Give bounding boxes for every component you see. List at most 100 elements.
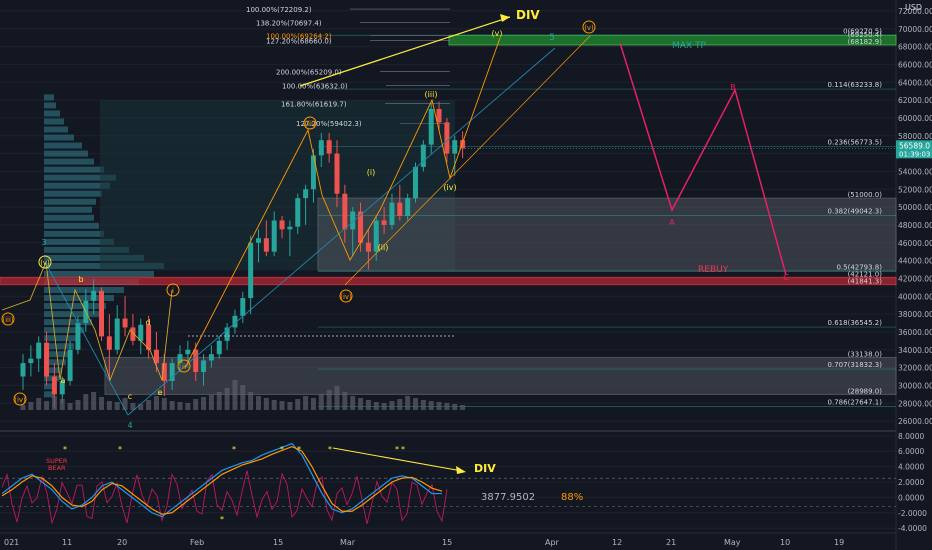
extension-label: 100.00%(63632.0) <box>282 83 348 91</box>
volume-bar <box>138 404 144 410</box>
volume-bar <box>161 398 167 410</box>
volume-bar <box>460 405 466 410</box>
volume-profile-bar <box>44 230 104 237</box>
volume-bar <box>177 402 183 410</box>
current-price-countdown: 01:39:03 <box>899 150 930 158</box>
indicator-tick-label: 2.0000 <box>898 478 924 487</box>
div-label: DIV <box>516 8 540 22</box>
time-tick-label: Feb <box>190 538 204 547</box>
volume-bar <box>389 401 395 410</box>
candle-body <box>36 342 42 359</box>
price-tick-label: 40000.00 <box>898 292 932 301</box>
price-tick-label: 72000.00 <box>898 7 932 16</box>
candle-body <box>201 360 207 373</box>
volume-profile-bar <box>44 102 56 109</box>
indicator-tick-label: 0.0000 <box>898 493 924 502</box>
volume-bar <box>271 400 277 410</box>
volume-bar <box>216 392 222 410</box>
price-tag-label: (33138.0) <box>848 350 883 358</box>
candle-body <box>177 354 183 364</box>
wave-label-ring <box>1 312 15 326</box>
wave-label-ring <box>166 283 180 297</box>
volume-bar <box>146 400 152 410</box>
price-tick-label: 60000.00 <box>898 114 932 123</box>
volume-bar <box>248 392 254 410</box>
candle-body <box>169 363 175 381</box>
volume-bar <box>75 400 81 410</box>
volume-profile-bar <box>44 182 110 189</box>
volume-profile-bar <box>44 150 88 157</box>
fib-level-label: 0(69270.5) <box>843 27 882 35</box>
wave-label: ii <box>182 363 186 371</box>
candle-body <box>216 340 222 355</box>
volume-bar <box>122 398 128 410</box>
projection-label: A <box>669 218 675 227</box>
price-axis: 72000.00 70000.00 68000.00 66000.00 64000.00… <box>896 7 932 426</box>
signal-star: * <box>118 445 122 454</box>
volume-profile-bar <box>44 222 99 229</box>
volume-bar <box>263 398 269 410</box>
wave-label: (iv) <box>14 396 26 404</box>
signal-star: * <box>401 445 405 454</box>
candle-body <box>279 220 285 230</box>
volume-bar <box>452 404 458 410</box>
time-tick-label: 12 <box>612 538 622 547</box>
volume-bar <box>334 386 340 410</box>
volume-bar <box>20 405 26 410</box>
indicator-series-line <box>1 442 442 518</box>
volume-bar <box>106 401 112 410</box>
volume-bar <box>444 403 450 410</box>
wave-label: (v) <box>584 24 594 32</box>
volume-profile-bar <box>44 359 66 366</box>
candle-body <box>342 193 348 230</box>
wave-label: b <box>78 275 83 284</box>
fib-level-label: 0.236(56773.5) <box>828 139 883 147</box>
indicator-tick-label: 8.0000 <box>898 432 924 441</box>
volume-profile-bar <box>44 303 106 310</box>
candle-body <box>240 298 246 316</box>
volume-bar <box>51 396 57 410</box>
signal-star: * <box>395 445 399 454</box>
volume-bar <box>365 400 371 410</box>
volume-profile-bar <box>44 134 74 141</box>
time-tick-label: 15 <box>273 538 283 547</box>
indicator-tick-label: 4.0000 <box>898 463 924 472</box>
price-tick-label: 64000.00 <box>898 78 932 87</box>
volume-bar <box>232 380 238 410</box>
volume-bar <box>326 390 332 410</box>
volume-bar <box>36 398 42 410</box>
wave-label-ring <box>177 359 191 373</box>
volume-bar <box>28 402 34 410</box>
volume-profile-bar <box>44 142 82 149</box>
volume-profile-bar <box>44 287 124 294</box>
wave-label-ring <box>38 255 52 269</box>
volume-bar <box>224 388 230 410</box>
candle-body <box>208 354 214 361</box>
extension-label: 127.20%(68660.0) <box>266 38 332 46</box>
volume-bar <box>413 398 418 410</box>
volume-profile-bar <box>44 118 64 125</box>
volume-profile-bar <box>44 214 94 221</box>
wave-label-ring <box>339 289 353 303</box>
wave-label: a <box>61 376 66 385</box>
extension-label: 200.00%(65209.0) <box>276 68 342 76</box>
wave-label: 4 <box>127 421 132 430</box>
price-tick-label: 28000.00 <box>898 399 932 408</box>
time-tick-label: 19 <box>834 538 844 547</box>
time-tick-label: 10 <box>780 538 790 547</box>
candle-body <box>59 380 65 395</box>
candle-body <box>326 140 332 154</box>
price-tag-label: (28989.0) <box>848 387 883 395</box>
signal-star: * <box>297 445 301 454</box>
candle-body <box>358 211 364 243</box>
candle-body <box>232 315 238 328</box>
div-arrow-head <box>500 14 510 22</box>
volume-bar <box>240 385 246 410</box>
price-tick-label: 68000.00 <box>898 43 932 52</box>
volume-profile-bar <box>44 190 102 197</box>
price-tag-label: (51000.0) <box>848 191 883 199</box>
price-tick-label: 30000.00 <box>898 381 932 390</box>
price-tag-label: (68182.9) <box>848 38 883 46</box>
div-arrow-line <box>299 16 511 87</box>
candle-body <box>428 109 434 145</box>
